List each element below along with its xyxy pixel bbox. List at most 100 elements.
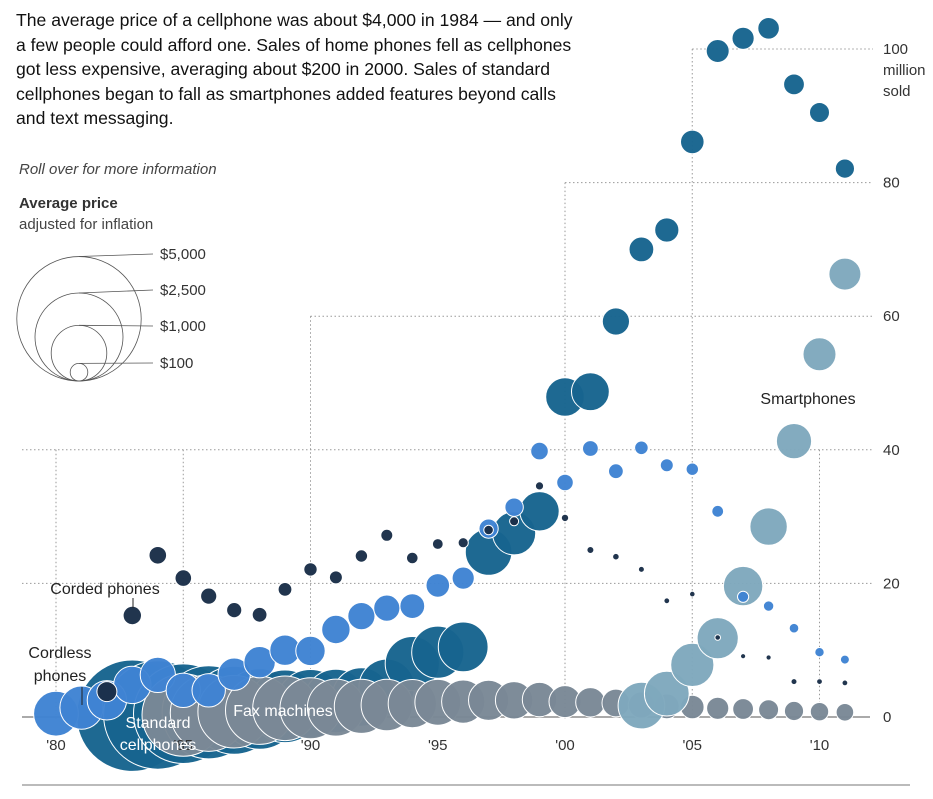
bubble-smart[interactable]	[749, 507, 788, 546]
bubble-fax[interactable]	[706, 696, 730, 720]
bubble-corded[interactable]	[663, 597, 671, 605]
bubble-fax[interactable]	[732, 698, 754, 720]
bubble-corded[interactable]	[612, 552, 620, 561]
bubble-cordless[interactable]	[839, 654, 850, 665]
rollover-hint: Roll over for more information	[19, 161, 217, 178]
bubble-cordless[interactable]	[504, 497, 524, 517]
bubble-cordless[interactable]	[659, 458, 674, 473]
bubble-corded[interactable]	[586, 546, 595, 554]
legend-leader	[78, 324, 154, 327]
bubble-fax[interactable]	[575, 687, 606, 718]
legend-value: $2,500	[160, 282, 206, 299]
bubble-standard[interactable]	[783, 73, 805, 96]
bubble-cordless[interactable]	[711, 504, 725, 518]
bubble-corded[interactable]	[637, 565, 645, 573]
y-unit-label: sold	[883, 83, 911, 100]
series-labels: Corded phones Cordless phones Standard cellp…	[28, 391, 855, 754]
series-label-cordless: Cordless	[28, 645, 91, 662]
bubble-corded[interactable]	[560, 513, 570, 523]
bubble-standard[interactable]	[705, 39, 730, 63]
bubble-cordless[interactable]	[685, 462, 699, 476]
bubble-cordless[interactable]	[530, 441, 549, 461]
bubble-cordless[interactable]	[582, 440, 599, 457]
bubble-smart[interactable]	[670, 642, 715, 688]
bubble-standard[interactable]	[571, 372, 610, 412]
bubble-corded[interactable]	[790, 678, 798, 686]
bubble-cordless[interactable]	[608, 463, 624, 480]
bubble-corded[interactable]	[96, 681, 118, 703]
bubble-fax[interactable]	[758, 699, 780, 721]
bubble-corded[interactable]	[483, 524, 494, 536]
bubble-cordless[interactable]	[321, 614, 351, 645]
bubble-corded[interactable]	[148, 546, 168, 565]
series-label-smart: Smartphones	[760, 391, 855, 408]
bubble-cordless[interactable]	[737, 590, 750, 603]
bubble-corded[interactable]	[251, 606, 268, 623]
bubble-standard[interactable]	[731, 26, 755, 50]
bubble-corded[interactable]	[534, 481, 545, 491]
bubble-cordless[interactable]	[373, 594, 401, 622]
bubble-corded[interactable]	[277, 582, 293, 597]
bubble-cordless[interactable]	[425, 573, 451, 598]
bubble-cordless[interactable]	[347, 602, 376, 631]
legend-value: $100	[160, 355, 193, 372]
bubble-standard[interactable]	[680, 129, 705, 155]
bubble-smart[interactable]	[828, 257, 862, 291]
bubble-cordless[interactable]	[451, 566, 475, 590]
bubble-fax[interactable]	[835, 703, 855, 722]
bubble-corded[interactable]	[816, 678, 823, 685]
bubble-corded[interactable]	[200, 587, 218, 605]
bubble-cordless[interactable]	[788, 622, 800, 634]
y-tick-label: 80	[883, 175, 900, 192]
bubble-standard[interactable]	[654, 217, 680, 243]
bubble-corded[interactable]	[457, 537, 469, 549]
bubble-smart[interactable]	[722, 565, 764, 607]
bubble-corded[interactable]	[380, 528, 394, 542]
bubble-smart[interactable]	[775, 423, 813, 460]
bubble-corded[interactable]	[841, 679, 849, 687]
bubble-standard[interactable]	[519, 491, 560, 532]
y-tick-label: 0	[883, 709, 891, 726]
bubble-fax[interactable]	[783, 700, 805, 722]
bubble-corded[interactable]	[303, 562, 318, 577]
bubble-corded[interactable]	[226, 602, 243, 619]
bubble-corded[interactable]	[740, 653, 747, 660]
bubble-corded[interactable]	[122, 605, 143, 626]
series-label-standard: Standard	[126, 715, 191, 732]
bubble-cordless[interactable]	[762, 600, 775, 612]
bubbles[interactable]	[33, 17, 862, 772]
series-label-cordless: phones	[34, 668, 87, 685]
bubble-standard[interactable]	[809, 102, 830, 123]
bubble-cordless[interactable]	[556, 473, 574, 492]
bubble-smart[interactable]	[643, 670, 690, 717]
price-size-legend: $5,000 $2,500 $1,000 $100	[16, 246, 206, 382]
bubble-standard[interactable]	[437, 621, 489, 673]
bubble-cordless[interactable]	[634, 440, 649, 456]
bubble-corded[interactable]	[765, 654, 772, 661]
bubble-corded[interactable]	[431, 538, 444, 550]
bubble-standard[interactable]	[834, 158, 856, 179]
series-label-standard: cellphones	[120, 737, 197, 754]
x-axis-ticks: '80 '85 '90 '95 '00 '05 '10	[46, 737, 829, 754]
bubble-cordless[interactable]	[814, 647, 825, 658]
bubble-corded[interactable]	[406, 551, 419, 565]
bubble-cordless[interactable]	[295, 635, 326, 667]
legend-title: Average price	[19, 195, 118, 212]
bubble-standard[interactable]	[757, 17, 780, 40]
bubble-smart[interactable]	[802, 337, 837, 372]
bubble-fax[interactable]	[809, 702, 830, 722]
bubble-corded[interactable]	[328, 570, 343, 585]
bubble-corded[interactable]	[354, 549, 369, 563]
bubble-standard[interactable]	[601, 307, 631, 336]
bubble-standard[interactable]	[628, 236, 655, 263]
bubble-corded[interactable]	[509, 516, 520, 527]
legend-subtitle: adjusted for inflation	[19, 216, 154, 233]
bubble-cordless[interactable]	[399, 593, 426, 619]
bubble-corded[interactable]	[689, 590, 696, 598]
legend-circle	[50, 324, 108, 382]
bubble-cordless[interactable]	[191, 673, 226, 708]
bubble-corded[interactable]	[714, 634, 722, 641]
bubble-corded[interactable]	[174, 569, 193, 587]
y-tick-label: 20	[883, 575, 900, 592]
